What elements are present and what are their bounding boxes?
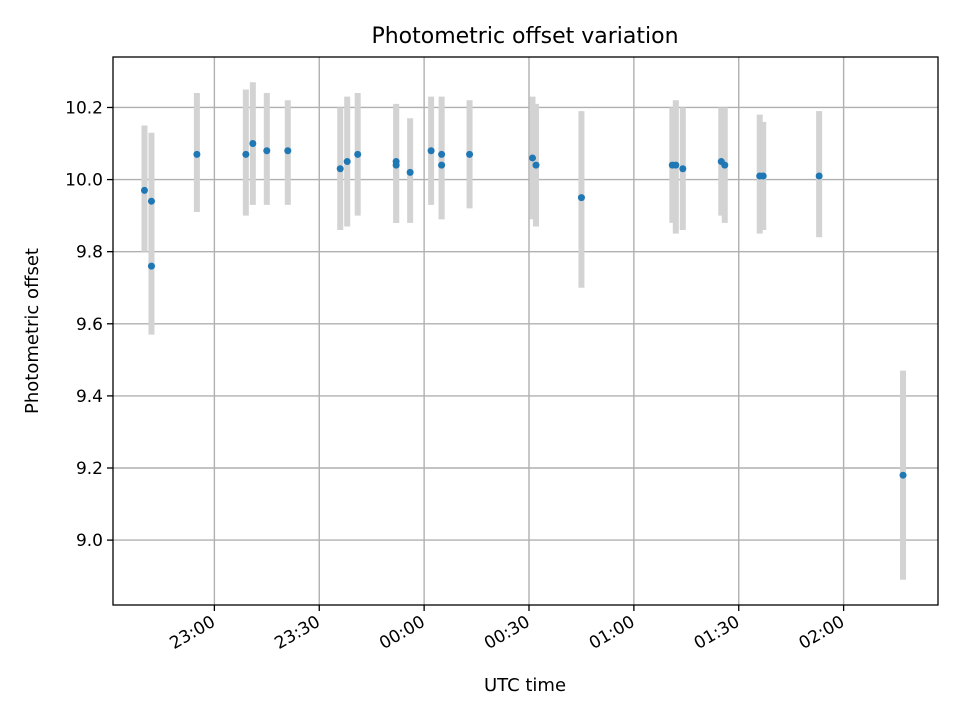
y-tick-label: 9.8 — [76, 243, 103, 263]
data-point — [249, 140, 257, 148]
data-point — [406, 168, 414, 176]
y-tick-label: 9.0 — [76, 531, 103, 551]
data-point — [577, 194, 585, 202]
data-point — [242, 150, 250, 158]
data-point — [284, 147, 292, 155]
data-point — [466, 150, 474, 158]
data-point — [392, 158, 400, 166]
data-point — [147, 262, 155, 270]
data-point — [815, 172, 823, 180]
data-point — [354, 150, 362, 158]
data-point — [672, 161, 680, 169]
data-point — [438, 150, 446, 158]
data-point — [427, 147, 435, 155]
data-point — [343, 158, 351, 166]
data-point — [528, 154, 536, 162]
data-point — [721, 161, 729, 169]
y-tick-label: 9.6 — [76, 315, 103, 335]
data-point — [336, 165, 344, 173]
data-point — [532, 161, 540, 169]
grid-lines — [113, 57, 938, 605]
y-tick-label: 9.2 — [76, 459, 103, 479]
y-tick-label: 9.4 — [76, 387, 103, 407]
x-axis-label: UTC time — [484, 675, 566, 696]
data-point — [193, 150, 201, 158]
data-points — [140, 140, 907, 479]
data-point — [438, 161, 446, 169]
y-tick-label: 10.2 — [65, 98, 103, 118]
y-axis-label: Photometric offset — [22, 248, 43, 414]
plot-frame — [112, 56, 939, 606]
data-point — [263, 147, 271, 155]
data-point — [679, 165, 687, 173]
data-point — [899, 471, 907, 479]
data-point — [147, 197, 155, 205]
data-point — [140, 186, 148, 194]
data-point — [759, 172, 767, 180]
y-tick-label: 10.0 — [65, 171, 103, 191]
chart-title: Photometric offset variation — [371, 24, 678, 49]
